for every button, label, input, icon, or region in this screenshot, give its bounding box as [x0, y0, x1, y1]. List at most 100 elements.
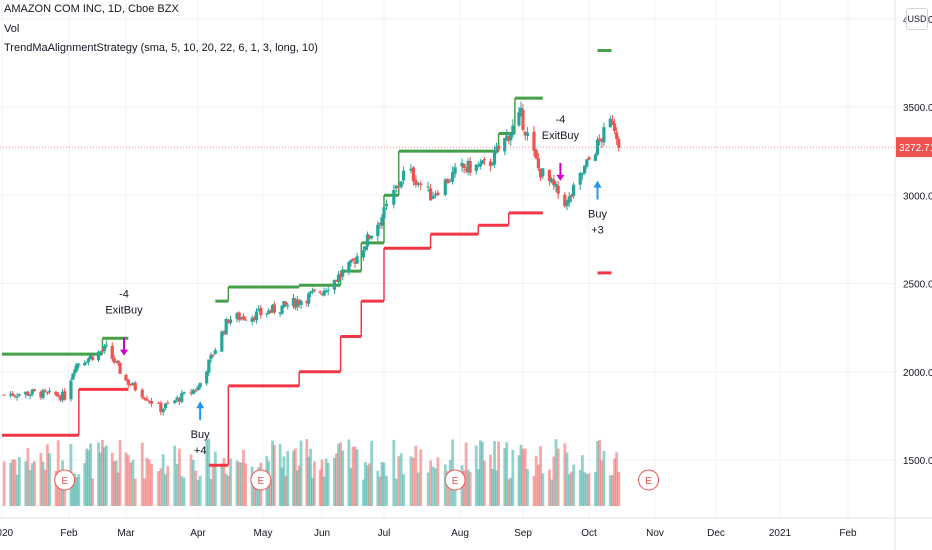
- exit-signal: -4 ExitBuy: [105, 289, 143, 356]
- candle-body: [26, 391, 30, 396]
- volume-bar: [493, 441, 496, 506]
- volume-bar: [244, 463, 248, 506]
- candle-body: [324, 290, 328, 292]
- candle-body: [550, 178, 554, 183]
- volume-bar: [26, 447, 30, 506]
- candle-body: [382, 207, 386, 219]
- candle-body: [367, 235, 372, 239]
- volume-bar: [436, 457, 440, 506]
- last-price-label: 3272.71: [899, 143, 932, 154]
- candle-body: [460, 162, 464, 167]
- volume-bar: [333, 457, 336, 506]
- candle-body: [310, 290, 315, 292]
- candle-body: [326, 290, 330, 292]
- volume-bar: [11, 459, 15, 506]
- exit-signal-label: ExitBuy: [542, 130, 580, 142]
- volume-bar: [541, 473, 545, 506]
- candle-body: [600, 139, 604, 142]
- candle-body: [254, 311, 259, 321]
- candle-body: [556, 185, 560, 194]
- volume-bar: [104, 445, 108, 506]
- candle-body: [598, 138, 602, 141]
- time-tick-label: Jul: [378, 528, 391, 539]
- candle-body: [497, 145, 501, 150]
- volume-bar: [507, 479, 511, 506]
- volume-bar: [273, 445, 276, 506]
- time-tick-label: 2020: [0, 528, 14, 539]
- candle-body: [156, 402, 161, 404]
- volume-bar: [550, 479, 553, 506]
- volume-bar: [58, 476, 62, 506]
- volume-bar: [563, 443, 567, 506]
- volume-bar: [297, 465, 301, 506]
- candle-body: [436, 192, 440, 196]
- volume-bar: [209, 478, 213, 506]
- volume-bar: [63, 478, 67, 506]
- candle-body: [351, 258, 355, 261]
- candle-body: [239, 317, 243, 319]
- buy-signal-label: Buy: [191, 429, 210, 441]
- volume-bar: [464, 442, 468, 506]
- candle-body: [409, 168, 413, 171]
- volume-bar: [150, 463, 153, 506]
- candle-body: [259, 307, 263, 316]
- candle-body: [554, 183, 558, 187]
- volume-bar: [124, 452, 128, 506]
- time-tick-label: Aug: [451, 528, 469, 539]
- volume-bar: [242, 449, 245, 506]
- candle-body: [299, 300, 303, 305]
- volume-bar: [299, 440, 303, 506]
- volume-bar: [474, 445, 478, 506]
- volume-bar: [570, 471, 573, 506]
- volume-bar: [534, 455, 538, 506]
- earnings-marker: E: [54, 469, 76, 491]
- volume-bar: [613, 458, 616, 506]
- volume-legend[interactable]: Vol: [4, 23, 20, 35]
- volume-bar: [222, 457, 226, 506]
- earnings-circle: [638, 469, 660, 491]
- volume-bar: [175, 463, 179, 506]
- symbol-legend[interactable]: AMAZON COM INC, 1D, Cboe BZX: [4, 3, 179, 15]
- volume-bar: [380, 462, 384, 506]
- candle-body: [494, 147, 499, 149]
- candle-body: [332, 279, 336, 290]
- candle-body: [90, 356, 95, 360]
- volume-bar: [394, 478, 398, 506]
- candle-body: [617, 139, 621, 148]
- earnings-circle: [54, 469, 76, 491]
- volume-bar: [166, 465, 170, 506]
- candle-body: [503, 138, 507, 152]
- volume-bar: [489, 454, 492, 506]
- candle-body: [133, 382, 137, 391]
- volume-bar: [578, 469, 582, 506]
- earnings-label: E: [645, 476, 652, 487]
- candle-body: [69, 380, 73, 400]
- volume-bar: [237, 461, 241, 506]
- volume-bar: [164, 474, 167, 506]
- buy-arrow-head: [593, 180, 602, 188]
- volume-bar: [478, 440, 482, 506]
- volume-bar: [554, 439, 558, 506]
- volume-bar: [349, 468, 353, 506]
- candle-body: [147, 401, 151, 403]
- strategy-legend[interactable]: TrendMaAlignmentStrategy (sma, 5, 10, 20…: [4, 42, 318, 54]
- volume-bar: [414, 445, 418, 506]
- volume-bar: [392, 439, 396, 506]
- exit-arrow-head: [120, 349, 129, 356]
- candle-body: [9, 394, 13, 396]
- candle-body: [45, 392, 49, 394]
- currency-button[interactable]: USD: [906, 8, 928, 30]
- candle-body: [492, 150, 497, 165]
- candle-body: [297, 299, 301, 305]
- candle-body: [431, 195, 435, 199]
- buy-signal: Buy +4: [191, 401, 210, 457]
- volume-bar: [602, 450, 606, 506]
- candle-body: [161, 408, 165, 413]
- volume-bar: [320, 459, 324, 506]
- candle-body: [593, 154, 597, 161]
- candle-body: [505, 135, 509, 140]
- candle-body: [347, 261, 351, 272]
- buy-signal-qty: +3: [591, 225, 604, 237]
- candle-body: [182, 392, 186, 394]
